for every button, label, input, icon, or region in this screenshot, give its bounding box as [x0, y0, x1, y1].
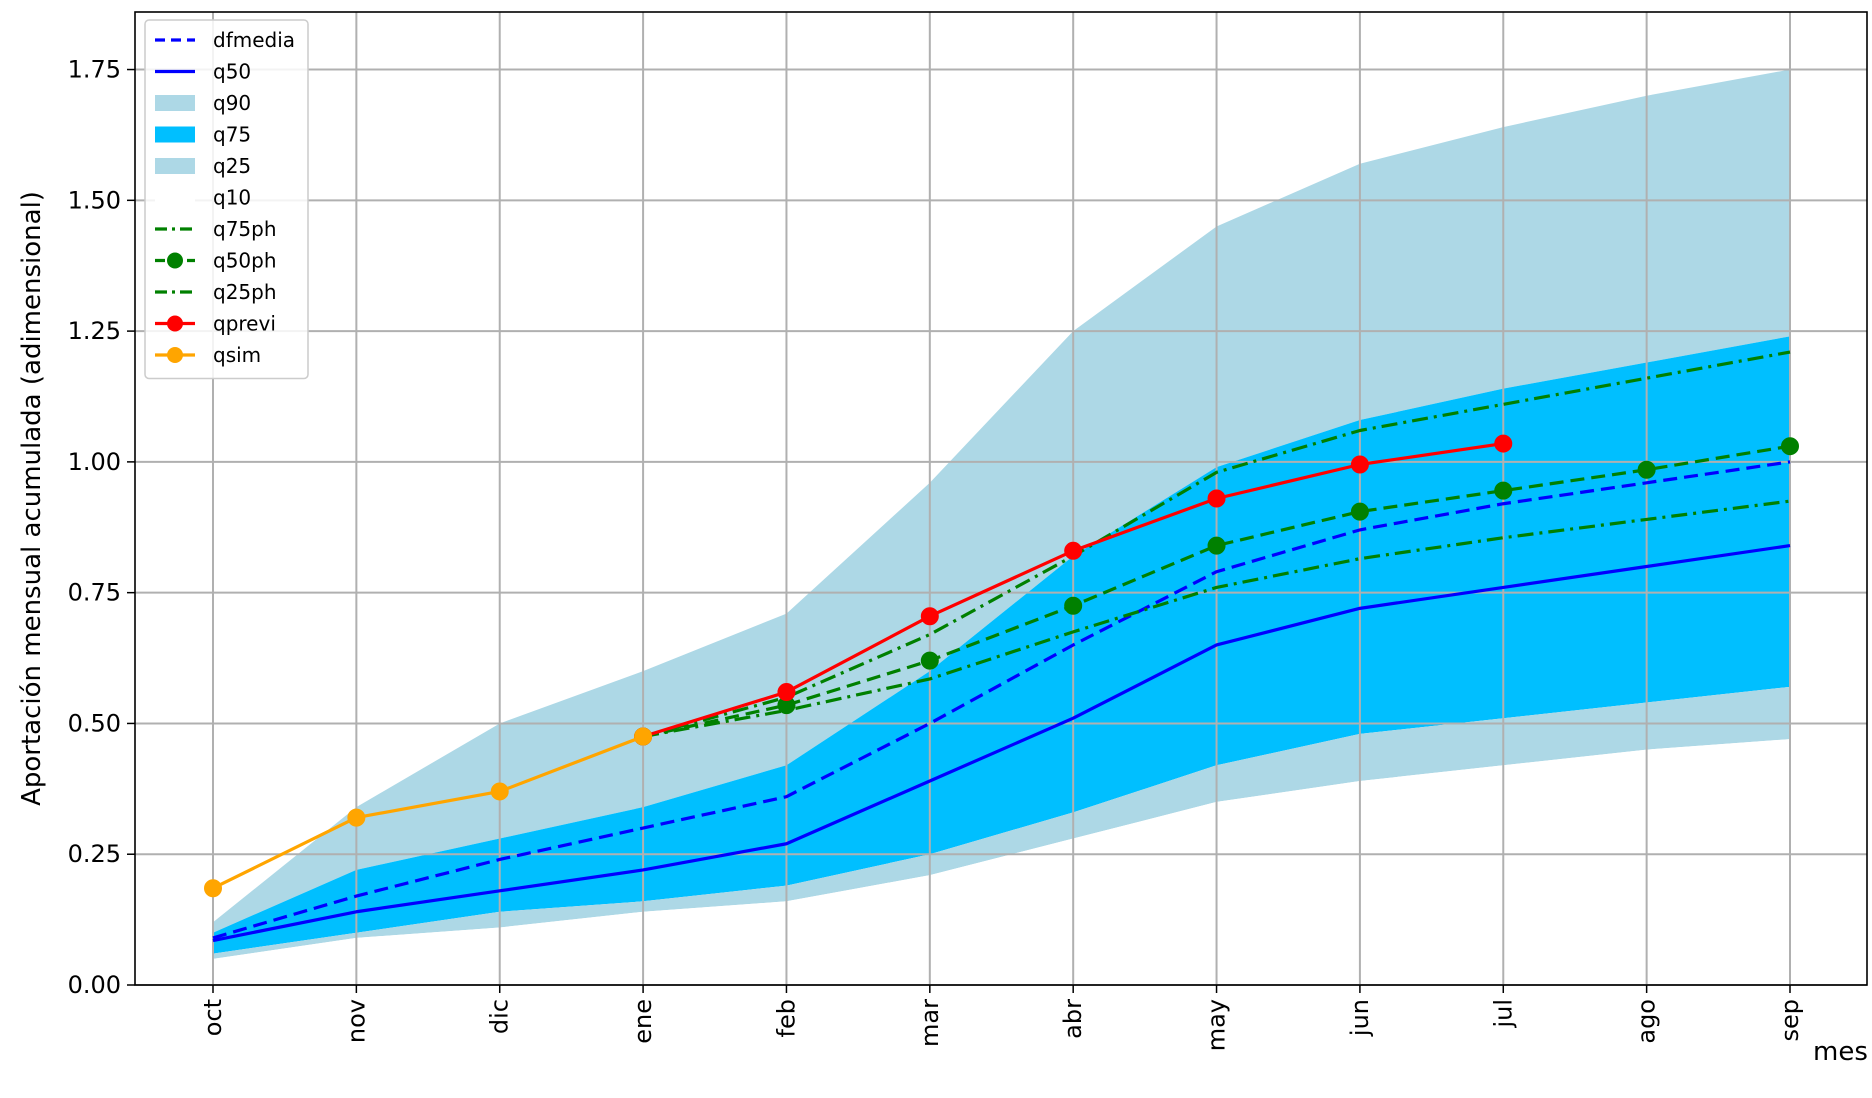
point-q50ph [920, 651, 939, 670]
ticks-layer: oct nov dic ene feb mar abr may jun jul ago sep 0.00… [68, 56, 1804, 1052]
band-q25 [213, 686, 1790, 959]
band-q90 [213, 69, 1790, 933]
series-layer [204, 350, 1799, 943]
bands-layer [213, 69, 1790, 985]
legend-marker-qprevi [167, 315, 183, 332]
point-qprevi [1494, 434, 1513, 453]
series-q50ph [642, 444, 1791, 739]
y-tick-label: 1.75 [68, 56, 121, 84]
y-tick-label: 0.00 [68, 971, 121, 999]
x-tick-label: ene [629, 999, 657, 1044]
legend-swatch-q25 [155, 158, 195, 174]
y-tick-label: 1.25 [68, 317, 121, 345]
series-dfmedia [212, 460, 1791, 940]
series-q75ph [642, 350, 1791, 739]
point-q50ph [1637, 460, 1656, 479]
band-q10 [213, 739, 1790, 985]
x-tick-label: dic [486, 999, 514, 1034]
legend: dfmedia q50 q90 q75 q25 q10 q75ph q50ph q25ph qpr… [144, 19, 309, 380]
y-tick-label: 0.75 [68, 579, 121, 607]
x-tick-label: jul [1489, 999, 1517, 1029]
x-axis-label: mes [1813, 1037, 1868, 1067]
series-qsim [212, 735, 644, 890]
x-tick-label: jun [1346, 999, 1374, 1037]
point-q50ph [1064, 596, 1083, 615]
legend-swatch-q75 [155, 126, 195, 143]
point-qsim [490, 782, 509, 801]
point-qprevi [777, 683, 796, 702]
point-q50ph [1781, 437, 1799, 456]
legend-label-q25ph: q25ph [213, 280, 277, 304]
legend-label-dfmedia: dfmedia [213, 28, 295, 52]
plot-frame [134, 11, 1868, 986]
point-qprevi [920, 607, 939, 626]
legend-marker-qsim [167, 347, 183, 363]
legend-marker-q50ph [167, 252, 183, 269]
y-tick-label: 1.50 [68, 186, 121, 214]
legend-swatch-q10 [155, 189, 195, 206]
series-q25ph [642, 499, 1791, 739]
legend-label-q50ph: q50ph [213, 249, 277, 273]
x-tick-label: nov [342, 999, 370, 1043]
legend-label-qsim: qsim [213, 343, 261, 367]
point-qsim [347, 808, 366, 827]
point-q50ph [1207, 536, 1226, 555]
y-tick-label: 0.25 [68, 840, 121, 868]
legend-label-qprevi: qprevi [213, 312, 276, 336]
series-q50 [212, 543, 1791, 943]
x-tick-label: abr [1059, 999, 1087, 1039]
legend-label-q10: q10 [213, 186, 251, 210]
point-q50ph [1350, 502, 1369, 521]
point-qsim [204, 879, 222, 898]
x-tick-label: may [1203, 999, 1231, 1051]
legend-label-q75ph: q75ph [213, 217, 277, 241]
x-tick-label: sep [1776, 999, 1804, 1042]
point-qsim [634, 727, 653, 746]
x-tick-label: ago [1633, 999, 1661, 1044]
point-qprevi [1350, 455, 1369, 474]
x-tick-label: mar [916, 999, 944, 1047]
band-q75 [213, 336, 1790, 954]
y-tick-label: 0.50 [68, 709, 121, 737]
legend-swatch-q90 [155, 95, 195, 111]
y-tick-label: 1.00 [68, 448, 121, 476]
legend-label-q75: q75 [213, 123, 251, 147]
legend-label-q25: q25 [213, 154, 251, 178]
legend-label-q50: q50 [213, 60, 251, 84]
x-tick-label: feb [772, 999, 800, 1037]
point-q50ph [1494, 481, 1513, 500]
x-tick-label: oct [199, 999, 227, 1036]
legend-label-q90: q90 [213, 91, 251, 115]
y-axis-label: Aportación mensual acumulada (adimension… [17, 191, 47, 806]
point-qprevi [1064, 541, 1083, 560]
point-qprevi [1207, 489, 1226, 508]
